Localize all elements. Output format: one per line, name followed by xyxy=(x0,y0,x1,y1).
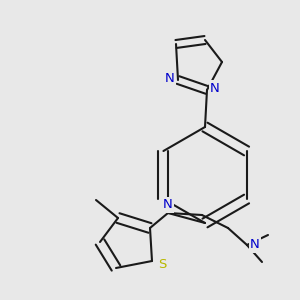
Text: S: S xyxy=(158,259,166,272)
Text: N: N xyxy=(163,199,173,212)
Text: N: N xyxy=(250,238,260,251)
Text: N: N xyxy=(210,82,220,94)
Text: N: N xyxy=(165,71,175,85)
